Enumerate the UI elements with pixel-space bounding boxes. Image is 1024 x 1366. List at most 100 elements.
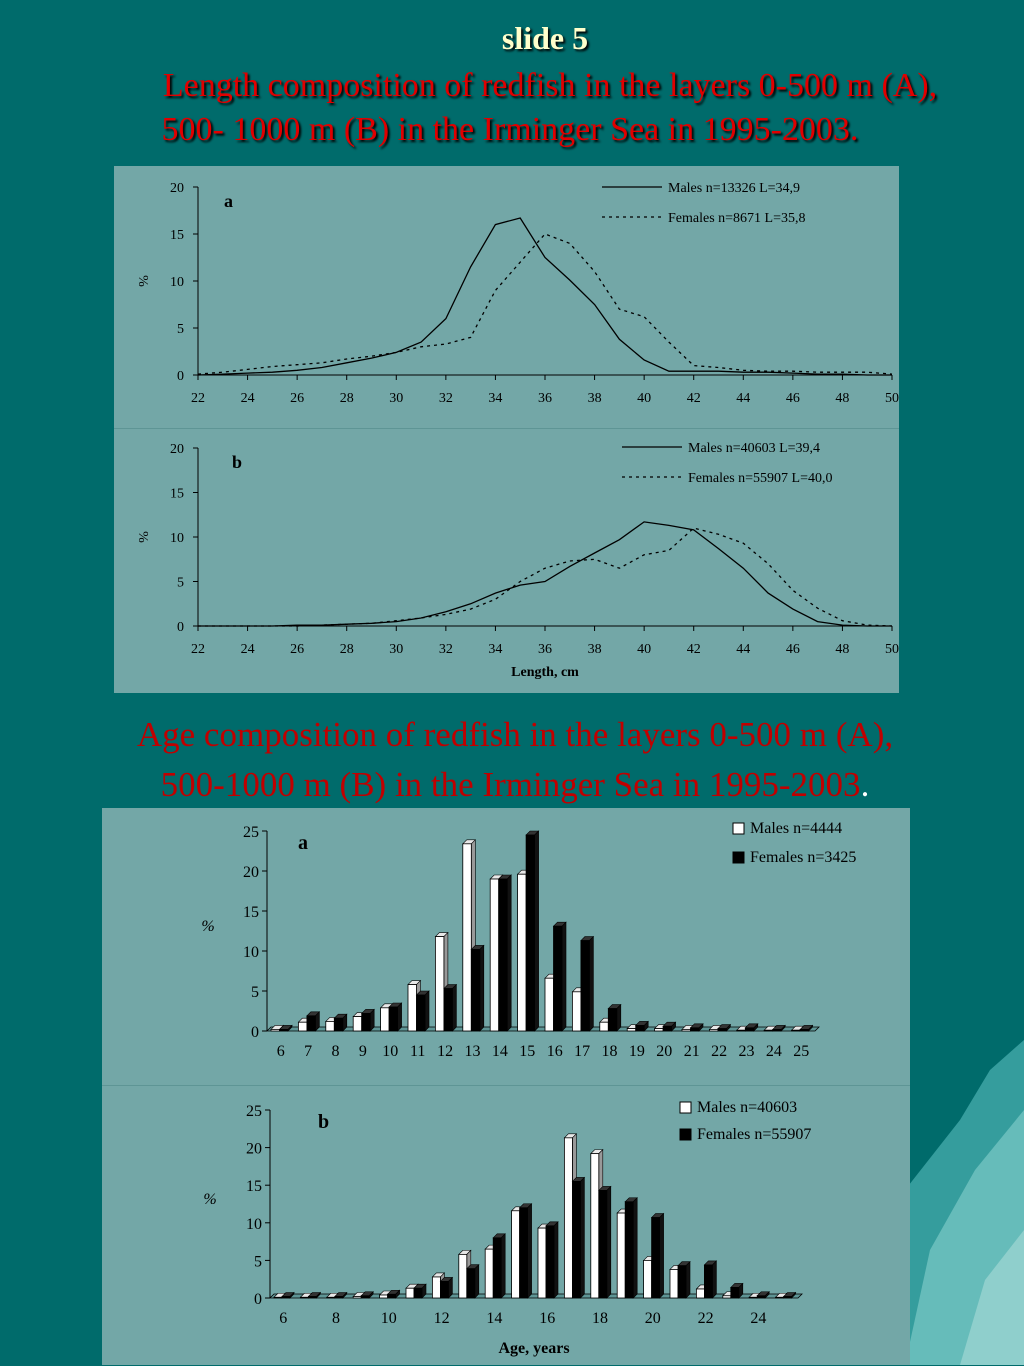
x-tick-label: 22 [191, 642, 205, 657]
x-tick-label: 12 [434, 1310, 450, 1327]
x-tick-label: 8 [332, 1310, 340, 1327]
x-tick-label: 30 [389, 642, 403, 657]
x-tick-label: 13 [465, 1043, 481, 1060]
x-tick-label: 44 [736, 642, 750, 657]
bar-males [791, 1029, 801, 1032]
bar-females [635, 1024, 645, 1032]
bar-males [405, 1287, 415, 1299]
bar-females [443, 988, 453, 1032]
y-tick-label: 5 [177, 322, 184, 337]
bar-females-side [448, 1276, 453, 1299]
bar-females [717, 1028, 727, 1032]
bar-females [413, 1287, 423, 1299]
x-tick-label: 15 [519, 1043, 535, 1060]
x-tick-label: 16 [539, 1310, 555, 1327]
y-tick-label: 0 [177, 620, 184, 635]
x-tick-label: 22 [711, 1043, 727, 1060]
x-tick-label: 21 [684, 1043, 700, 1060]
y-tick-label: 25 [246, 1103, 262, 1120]
x-tick-label: 28 [340, 642, 354, 657]
bar-males [297, 1021, 308, 1032]
bar-males [563, 1137, 573, 1299]
bar-females-side [479, 944, 485, 1032]
bar-females-side [424, 990, 430, 1032]
bar-females [281, 1296, 291, 1299]
bar-males [325, 1020, 335, 1032]
bar-males [654, 1028, 664, 1032]
x-tick-label: 17 [574, 1043, 590, 1060]
age-title-end: . [860, 765, 870, 804]
x-tick-label: 10 [382, 1043, 398, 1060]
bar-females [545, 1225, 555, 1299]
length-chart-b: 0 5 10 15 20 22 24 26 28 30 32 34 36 38 40 42 44 46 48 50% L… [135, 441, 899, 680]
bar-females [388, 1006, 399, 1032]
bar-males [709, 1028, 719, 1032]
bar-males [571, 991, 582, 1032]
bar-females-side [397, 1002, 402, 1032]
y-tick-label: 0 [177, 369, 184, 384]
bar-females [439, 1281, 449, 1299]
x-tick-label: 20 [645, 1310, 661, 1327]
y-axis-label: % [135, 531, 150, 543]
bar-males [270, 1028, 280, 1032]
x-tick-label: 22 [191, 391, 205, 406]
legend-label: Females n=8671 L=35,8 [668, 211, 806, 226]
y-tick-label: 5 [177, 576, 184, 591]
bar-males [299, 1296, 309, 1299]
bar-males [616, 1212, 626, 1299]
panel-label: b [318, 1111, 329, 1133]
x-tick-label: 42 [687, 391, 701, 406]
bar-females [387, 1293, 397, 1299]
y-tick-label: 15 [170, 487, 184, 502]
bar-females-side [616, 1003, 622, 1032]
bar-females [553, 925, 563, 1032]
legend-label: Females n=55907 L=40,0 [688, 471, 833, 486]
x-tick-label: 26 [290, 642, 304, 657]
series-line-males [197, 217, 892, 376]
bar-females-side [527, 1203, 532, 1299]
bar-males [352, 1016, 363, 1032]
bar-females [651, 1217, 660, 1299]
y-tick-label: 20 [170, 442, 184, 457]
x-axis-label: Length, cm [511, 665, 579, 680]
bar-males [537, 1227, 547, 1299]
bar-females-side [685, 1260, 691, 1299]
bar-males [681, 1028, 691, 1032]
x-tick-label: 40 [637, 642, 651, 657]
x-tick-label: 14 [486, 1310, 502, 1327]
bar-females [361, 1012, 371, 1032]
x-tick-label: 11 [410, 1043, 425, 1060]
x-tick-label: 7 [304, 1043, 312, 1060]
y-tick-label: 20 [170, 181, 184, 196]
x-tick-label: 24 [750, 1310, 766, 1327]
bar-females [306, 1015, 316, 1032]
x-tick-label: 24 [766, 1043, 782, 1060]
x-tick-label: 44 [736, 391, 750, 406]
x-tick-label: 18 [602, 1043, 618, 1060]
legend-swatch [732, 851, 745, 864]
bar-males [511, 1210, 521, 1299]
series-line-females [197, 233, 893, 375]
x-tick-label: 10 [381, 1310, 397, 1327]
panel-divider [114, 428, 899, 429]
bar-females-side [659, 1212, 664, 1299]
bar-females [360, 1295, 370, 1299]
series-line-males [198, 521, 892, 627]
x-tick-label: 34 [488, 642, 502, 657]
y-axis-label: % [203, 1191, 216, 1208]
bar-females [519, 1207, 529, 1299]
bar-females [756, 1295, 766, 1299]
legend-swatch [679, 1101, 692, 1114]
legend-swatch [679, 1128, 692, 1141]
age-title-line1: Age composition of redfish in the layers… [136, 715, 894, 754]
bar-females [730, 1287, 740, 1299]
bar-females-side [553, 1221, 559, 1299]
panel-label: a [298, 832, 308, 854]
bar-males [273, 1296, 283, 1299]
bar-females [580, 940, 590, 1032]
bar-females [772, 1028, 782, 1032]
x-tick-label: 34 [488, 391, 502, 406]
bar-females-side [606, 1185, 612, 1299]
bar-males [626, 1028, 637, 1032]
x-tick-label: 50 [885, 642, 899, 657]
